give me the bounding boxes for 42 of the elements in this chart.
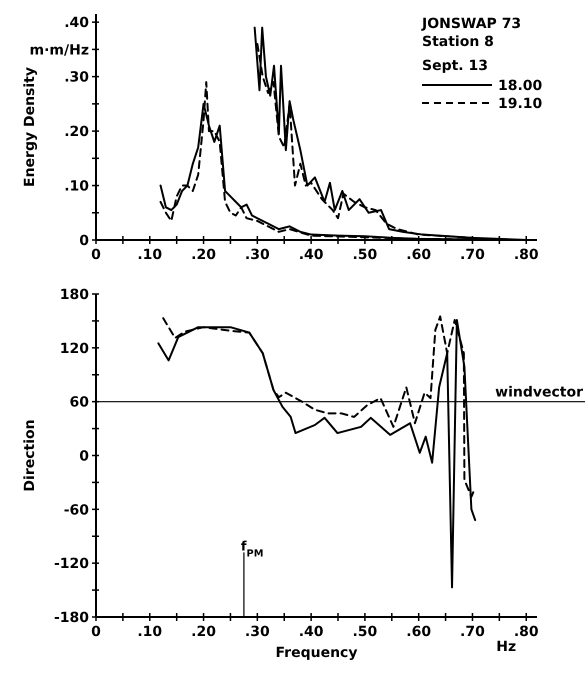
x-tick-label: 0: [91, 247, 102, 263]
y-tick-label: 120: [60, 340, 90, 357]
y-tick-label: -120: [54, 556, 90, 572]
y-tick-label: 0: [79, 233, 90, 249]
y-tick-label: .20: [64, 124, 90, 140]
legend-title: Sept. 13: [422, 58, 488, 74]
x-tick-label: .20: [191, 624, 216, 640]
y-tick-label: 0: [79, 448, 90, 464]
x-tick-label: .50: [352, 247, 378, 263]
ref-line-label: windvector: [495, 384, 584, 401]
chart-title: JONSWAP 73: [421, 16, 522, 32]
y-tick-label: .40: [64, 15, 90, 32]
x-tick-label: .10: [137, 247, 162, 263]
y-tick-label: .10: [64, 178, 90, 195]
x-tick-label: .80: [514, 624, 539, 640]
text: m·m/Hz: [30, 42, 89, 58]
text: Station 8: [422, 34, 494, 50]
x-tick-label: .70: [460, 624, 486, 640]
x-tick-label: .40: [298, 247, 324, 263]
y-axis-title: Energy Density: [22, 67, 38, 187]
y-tick-label: -180: [54, 610, 90, 626]
x-tick-label: .50: [352, 624, 378, 640]
ref-line-label: f$_{PM}$: [240, 539, 264, 559]
y-tick-label: 180: [60, 287, 90, 303]
x-tick-label: 0: [91, 624, 102, 640]
legend-label: 18.00: [498, 78, 543, 94]
x-tick-label: .30: [244, 247, 270, 263]
text: Hz: [496, 639, 516, 655]
x-axis-title: Frequency: [276, 645, 358, 661]
x-tick-label: .60: [406, 247, 432, 263]
x-tick-label: .20: [191, 247, 216, 263]
y-tick-label: 60: [70, 394, 90, 411]
x-tick-label: .60: [406, 624, 432, 640]
y-tick-label: .30: [64, 70, 90, 86]
legend-label: 19.10: [498, 96, 543, 112]
y-tick-label: -60: [64, 502, 90, 518]
x-tick-label: .10: [137, 624, 162, 640]
y-axis-title: Direction: [22, 419, 38, 492]
x-tick-label: .70: [460, 247, 486, 263]
x-tick-label: .40: [298, 624, 324, 640]
x-tick-label: .30: [244, 624, 270, 640]
x-tick-label: .80: [514, 247, 539, 263]
